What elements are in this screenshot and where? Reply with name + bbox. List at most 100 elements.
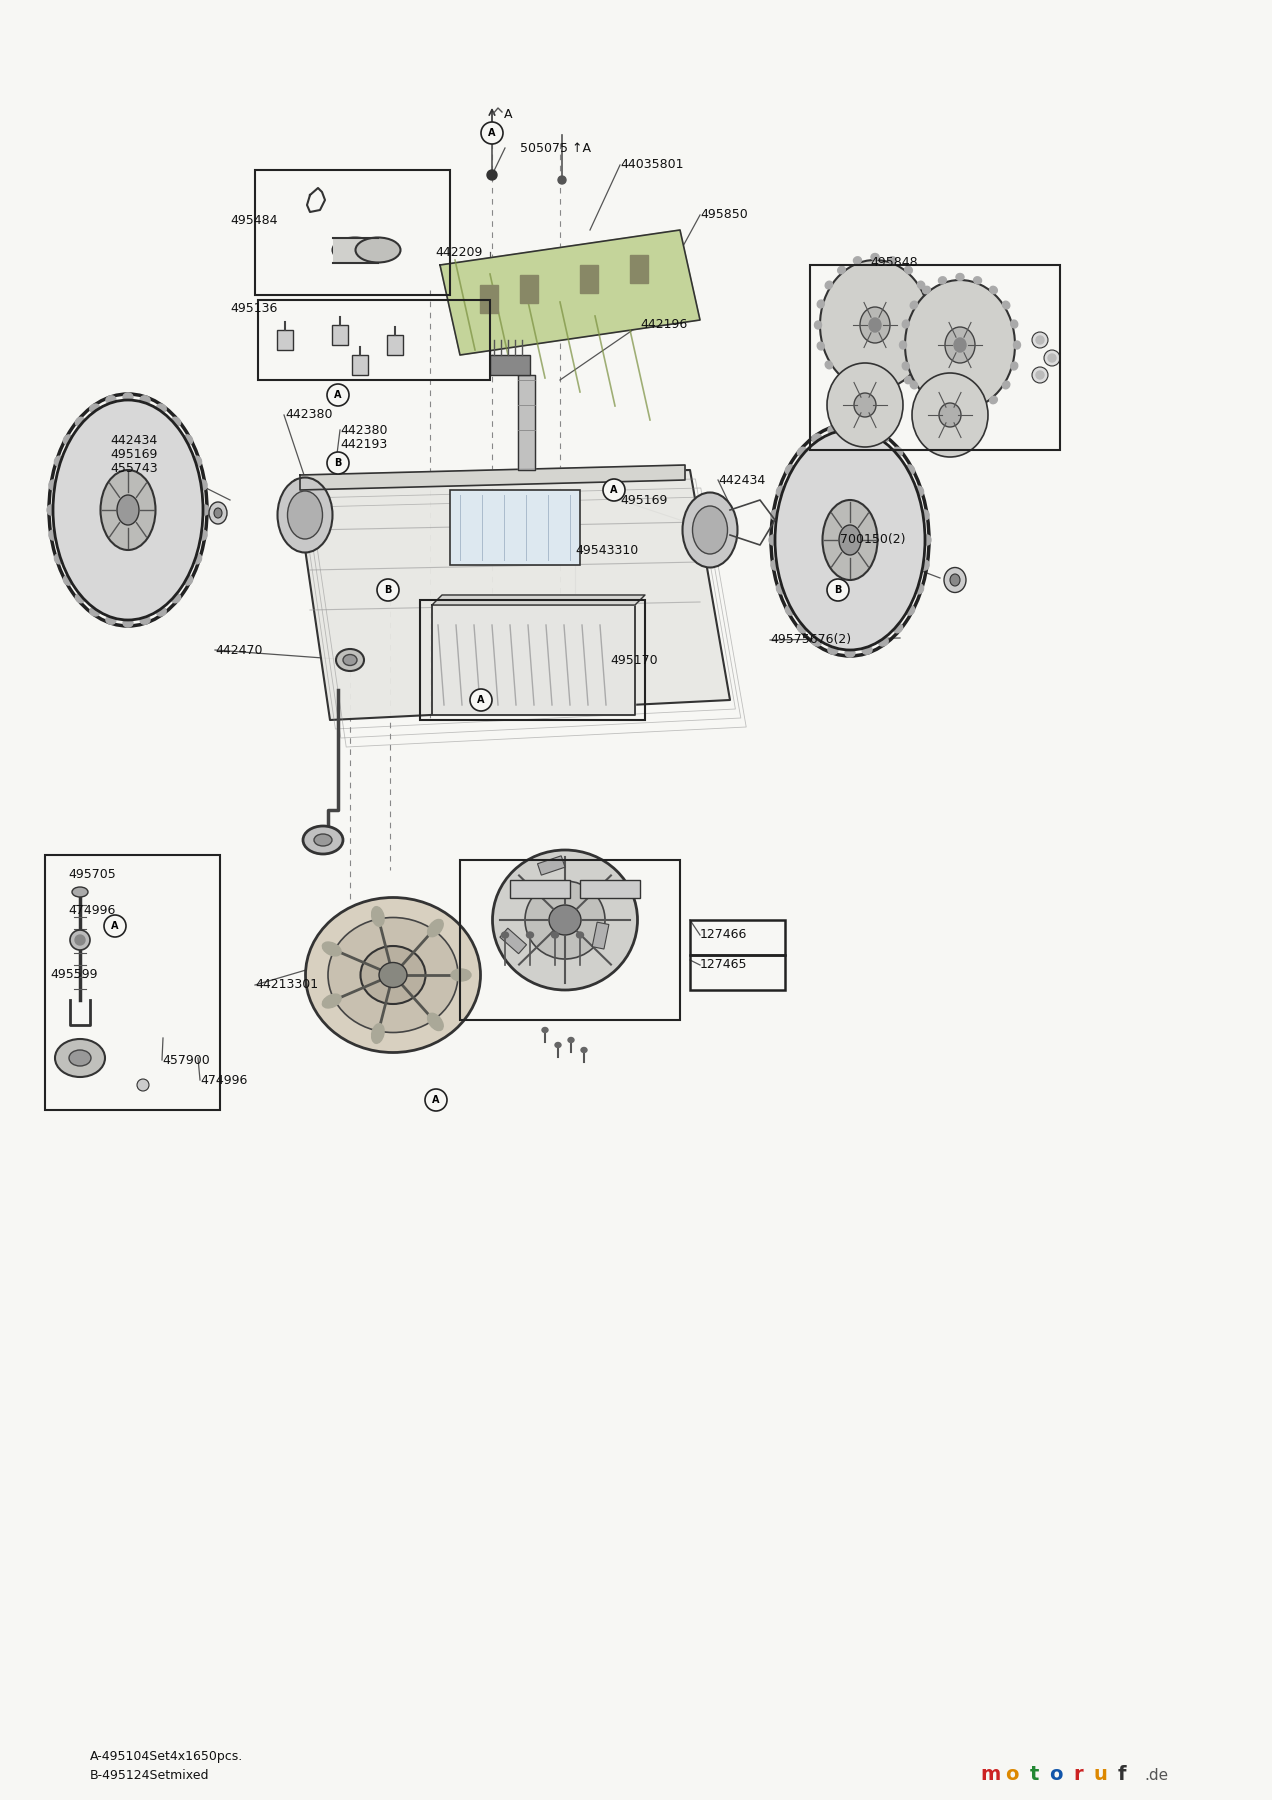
Ellipse shape (106, 396, 116, 403)
Circle shape (469, 689, 492, 711)
Circle shape (1035, 337, 1044, 344)
Text: 49575676(2): 49575676(2) (770, 634, 851, 646)
Bar (333, 238, 378, 263)
Text: 495136: 495136 (230, 301, 277, 315)
Ellipse shape (770, 535, 777, 545)
Ellipse shape (957, 410, 964, 416)
Bar (258, 301, 490, 380)
Text: t: t (1029, 1766, 1039, 1784)
Ellipse shape (926, 301, 932, 308)
Ellipse shape (209, 502, 226, 524)
Text: 442196: 442196 (640, 319, 687, 331)
Bar (580, 265, 598, 293)
Ellipse shape (827, 364, 903, 446)
Ellipse shape (1011, 320, 1018, 328)
Bar (480, 284, 499, 313)
Ellipse shape (371, 907, 384, 927)
Ellipse shape (854, 387, 861, 392)
Ellipse shape (871, 389, 879, 396)
Ellipse shape (322, 941, 341, 956)
Ellipse shape (879, 637, 888, 646)
Ellipse shape (336, 650, 364, 671)
Text: 495169: 495169 (109, 448, 158, 461)
Ellipse shape (328, 918, 458, 1033)
Text: 49543310: 49543310 (575, 544, 639, 556)
Ellipse shape (90, 608, 99, 616)
Ellipse shape (904, 376, 912, 383)
Circle shape (1048, 355, 1056, 362)
Ellipse shape (869, 319, 881, 331)
Text: 700150(2): 700150(2) (840, 533, 906, 547)
Circle shape (558, 176, 566, 184)
Text: 495170: 495170 (611, 653, 658, 666)
Bar (810, 265, 1060, 450)
Ellipse shape (55, 1039, 106, 1076)
Text: 127466: 127466 (700, 929, 748, 941)
Ellipse shape (106, 616, 116, 625)
Ellipse shape (776, 486, 785, 495)
Ellipse shape (1014, 340, 1020, 349)
Polygon shape (440, 230, 700, 355)
Ellipse shape (55, 554, 62, 563)
Circle shape (327, 383, 349, 407)
Ellipse shape (906, 607, 915, 616)
Ellipse shape (776, 585, 785, 594)
Circle shape (481, 122, 502, 144)
Ellipse shape (944, 567, 965, 592)
Ellipse shape (379, 963, 407, 988)
Ellipse shape (889, 257, 897, 265)
Text: 495599: 495599 (50, 968, 98, 981)
Ellipse shape (172, 418, 181, 427)
Ellipse shape (922, 286, 930, 293)
Text: 442209: 442209 (435, 245, 482, 259)
Circle shape (487, 169, 497, 180)
Ellipse shape (817, 342, 824, 349)
Ellipse shape (1011, 362, 1018, 371)
Text: 442434: 442434 (109, 434, 158, 446)
Ellipse shape (902, 320, 909, 328)
Ellipse shape (140, 396, 150, 403)
Bar (332, 326, 349, 346)
Circle shape (327, 452, 349, 473)
Ellipse shape (90, 403, 99, 412)
Text: 442193: 442193 (340, 439, 387, 452)
Text: r: r (1074, 1766, 1082, 1784)
Ellipse shape (954, 338, 965, 353)
Ellipse shape (826, 362, 833, 369)
Ellipse shape (775, 430, 925, 650)
Text: 495848: 495848 (870, 256, 917, 268)
Ellipse shape (314, 833, 332, 846)
Ellipse shape (904, 281, 1015, 410)
Ellipse shape (427, 1013, 443, 1031)
Circle shape (1032, 367, 1048, 383)
Ellipse shape (921, 509, 929, 520)
Ellipse shape (156, 403, 167, 412)
Ellipse shape (973, 277, 982, 284)
Ellipse shape (879, 434, 888, 443)
Ellipse shape (100, 470, 155, 551)
Bar (580, 880, 640, 898)
Ellipse shape (990, 396, 997, 403)
Ellipse shape (305, 898, 481, 1053)
Ellipse shape (785, 464, 794, 473)
Ellipse shape (911, 301, 917, 310)
Ellipse shape (201, 506, 209, 515)
Text: 495850: 495850 (700, 209, 748, 221)
Bar (45, 855, 220, 1111)
Ellipse shape (915, 585, 923, 594)
Ellipse shape (527, 932, 533, 938)
Ellipse shape (798, 446, 806, 455)
Ellipse shape (828, 427, 838, 434)
Bar (689, 956, 785, 990)
Text: 505075 ↑A: 505075 ↑A (520, 142, 591, 155)
Ellipse shape (501, 932, 509, 938)
Text: A: A (504, 108, 513, 122)
Circle shape (70, 931, 90, 950)
Ellipse shape (845, 423, 855, 430)
Ellipse shape (950, 574, 960, 587)
Ellipse shape (117, 495, 139, 526)
Ellipse shape (838, 376, 846, 383)
Text: 455743: 455743 (109, 461, 158, 475)
Ellipse shape (123, 619, 134, 626)
Circle shape (1032, 331, 1048, 347)
